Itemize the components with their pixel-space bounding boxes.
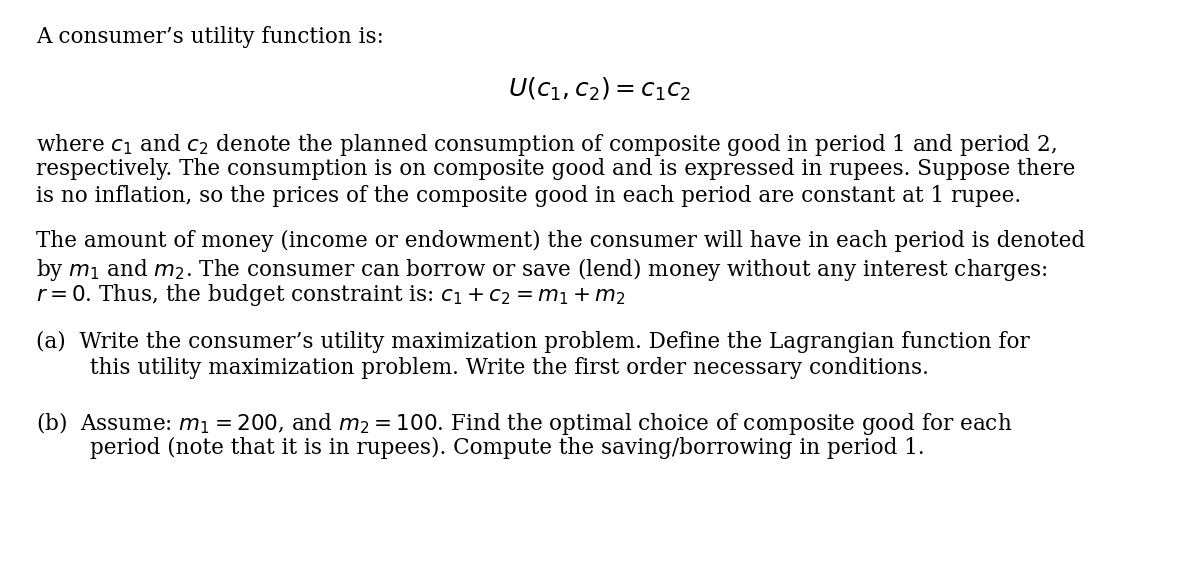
Text: period (note that it is in rupees). Compute the saving/borrowing in period 1.: period (note that it is in rupees). Comp… bbox=[90, 437, 925, 459]
Text: (b)  Assume: $m_1 = 200$, and $m_2 = 100$. Find the optimal choice of composite : (b) Assume: $m_1 = 200$, and $m_2 = 100$… bbox=[36, 410, 1013, 437]
Text: $U(c_1, c_2) = c_1 c_2$: $U(c_1, c_2) = c_1 c_2$ bbox=[509, 76, 691, 103]
Text: $r = 0$. Thus, the budget constraint is: $c_1 + c_2 = m_1 + m_2$: $r = 0$. Thus, the budget constraint is:… bbox=[36, 282, 626, 308]
Text: by $m_1$ and $m_2$. The consumer can borrow or save (lend) money without any int: by $m_1$ and $m_2$. The consumer can bor… bbox=[36, 256, 1048, 283]
Text: A consumer’s utility function is:: A consumer’s utility function is: bbox=[36, 26, 384, 49]
Text: this utility maximization problem. Write the first order necessary conditions.: this utility maximization problem. Write… bbox=[90, 357, 929, 380]
Text: where $c_1$ and $c_2$ denote the planned consumption of composite good in period: where $c_1$ and $c_2$ denote the planned… bbox=[36, 132, 1057, 158]
Text: (a)  Write the consumer’s utility maximization problem. Define the Lagrangian fu: (a) Write the consumer’s utility maximiz… bbox=[36, 331, 1030, 353]
Text: is no inflation, so the prices of the composite good in each period are constant: is no inflation, so the prices of the co… bbox=[36, 185, 1021, 207]
Text: respectively. The consumption is on composite good and is expressed in rupees. S: respectively. The consumption is on comp… bbox=[36, 158, 1075, 180]
Text: The amount of money (income or endowment) the consumer will have in each period : The amount of money (income or endowment… bbox=[36, 230, 1085, 252]
